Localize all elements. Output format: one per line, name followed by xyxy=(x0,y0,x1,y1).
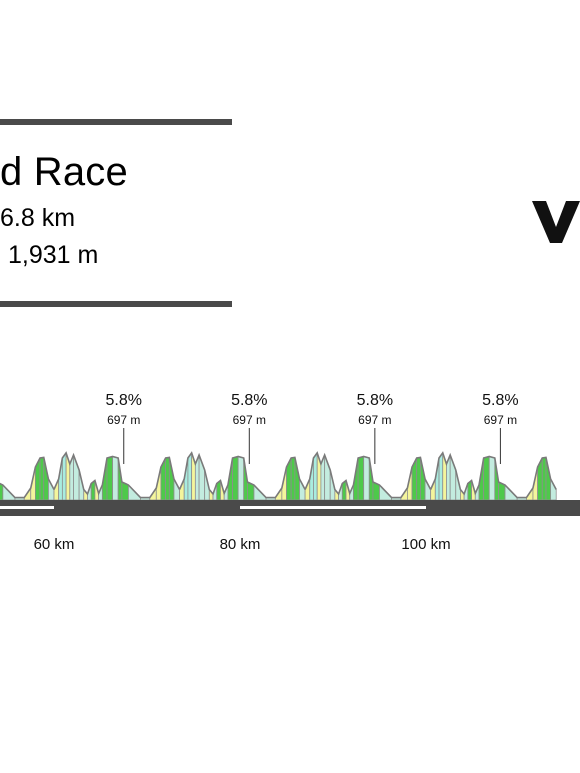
profile-outline xyxy=(429,451,557,499)
summit-altitude: 697 m xyxy=(484,413,517,427)
summit-altitude: 697 m xyxy=(107,413,140,427)
summit-annotations: 5.8% 697 m 5.8% 697 m 5.8% 697 m 5.8% 697 m xyxy=(106,392,519,464)
profile-segment xyxy=(232,455,239,501)
summit-altitude: 697 m xyxy=(358,413,391,427)
profile-outline xyxy=(304,451,432,499)
profile-segment xyxy=(106,455,113,501)
summit-altitude: 697 m xyxy=(233,413,266,427)
profile-segment xyxy=(313,451,318,501)
summit-label: 5.8% 697 m xyxy=(357,392,393,464)
summit-gradient: 5.8% xyxy=(106,392,142,409)
km-band xyxy=(0,506,54,509)
profile-segment xyxy=(112,455,119,501)
x-tick-label: 100 km xyxy=(401,536,450,553)
profile-segment xyxy=(39,456,45,501)
profile-segment xyxy=(165,456,170,501)
profile-segment xyxy=(187,451,193,501)
x-axis-ticks: 60 km 80 km 100 km xyxy=(34,536,451,553)
profile-segment xyxy=(237,455,245,501)
profile-segment xyxy=(483,455,490,501)
profile-outline xyxy=(178,451,306,499)
profile-outline xyxy=(53,451,181,499)
profile-segment xyxy=(363,455,370,501)
x-tick-label: 80 km xyxy=(220,536,261,553)
summit-gradient: 5.8% xyxy=(357,392,393,409)
km-bands xyxy=(0,506,426,509)
race-title: d Race xyxy=(0,150,128,194)
profile-segment xyxy=(290,456,296,501)
x-tick-label: 60 km xyxy=(34,536,75,553)
brand-logo-icon xyxy=(532,201,580,243)
profile-segment xyxy=(416,456,421,501)
summit-label: 5.8% 697 m xyxy=(482,392,519,464)
summit-label: 5.8% 697 m xyxy=(231,392,268,464)
summit-gradient: 5.8% xyxy=(231,392,267,409)
profile-segment xyxy=(541,456,547,501)
header-bottom-rule xyxy=(0,301,232,307)
race-elevation-gain: 1,931 m xyxy=(8,241,99,269)
summit-gradient: 5.8% xyxy=(482,392,518,409)
profile-segment xyxy=(357,455,365,501)
profile-segment xyxy=(488,455,496,501)
profile-outline xyxy=(0,456,55,499)
header-top-rule xyxy=(0,119,232,125)
elevation-profile-chart: 5.8% 697 m 5.8% 697 m 5.8% 697 m 5.8% 697 m 60 … xyxy=(0,392,580,553)
profile-segment xyxy=(61,451,67,501)
race-distance: 6.8 km xyxy=(0,204,76,232)
km-band xyxy=(240,506,426,509)
summit-label: 5.8% 697 m xyxy=(106,392,142,464)
profile-segments xyxy=(0,451,557,501)
profile-segment xyxy=(438,451,444,501)
